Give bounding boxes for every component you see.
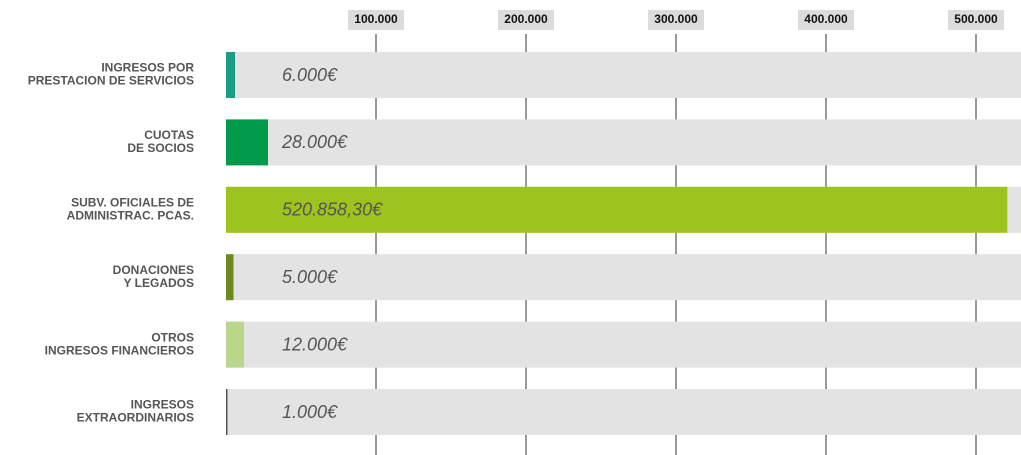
value-label: 6.000€ bbox=[282, 65, 338, 85]
category-label: INGRESOS bbox=[131, 398, 194, 412]
x-tick-label: 400.000 bbox=[804, 12, 848, 26]
category-label: SUBV. OFICIALES DE bbox=[71, 195, 194, 209]
bar-track bbox=[226, 119, 1021, 166]
bar-track bbox=[226, 389, 1021, 435]
tick-label-bg bbox=[798, 10, 854, 30]
bar-track bbox=[226, 321, 1021, 368]
bar bbox=[226, 389, 228, 435]
x-tick-label: 100.000 bbox=[354, 12, 398, 26]
category-label: Y LEGADOS bbox=[124, 276, 194, 290]
value-label: 28.000€ bbox=[281, 132, 348, 152]
bar bbox=[226, 321, 244, 368]
x-tick-label: 500.000 bbox=[954, 12, 998, 26]
category-label: DONACIONES bbox=[113, 263, 194, 277]
value-label: 5.000€ bbox=[282, 267, 338, 287]
category-label: INGRESOS FINANCIEROS bbox=[45, 343, 194, 357]
tick-label-bg bbox=[948, 10, 1004, 30]
bar-track bbox=[226, 254, 1021, 301]
category-label: EXTRAORDINARIOS bbox=[77, 411, 194, 425]
value-label: 520.858,30€ bbox=[282, 200, 383, 220]
x-tick-label: 200.000 bbox=[504, 12, 548, 26]
tick-label-bg bbox=[348, 10, 404, 30]
tick-label-bg bbox=[648, 10, 704, 30]
category-label: CUOTAS bbox=[144, 128, 194, 142]
bar bbox=[226, 52, 235, 98]
category-label: OTROS bbox=[151, 330, 194, 344]
value-label: 1.000€ bbox=[282, 402, 338, 422]
tick-label-bg bbox=[498, 10, 554, 30]
bar-track bbox=[226, 52, 1021, 98]
category-label: INGRESOS POR bbox=[101, 61, 194, 75]
category-label: DE SOCIOS bbox=[127, 141, 194, 155]
bar bbox=[226, 186, 1008, 233]
bar bbox=[226, 119, 268, 166]
value-label: 12.000€ bbox=[282, 334, 348, 354]
category-label: PRESTACION DE SERVICIOS bbox=[28, 74, 194, 88]
x-tick-label: 300.000 bbox=[654, 12, 698, 26]
bar bbox=[226, 254, 234, 301]
category-label: ADMINISTRAC. PCAS. bbox=[67, 208, 194, 222]
